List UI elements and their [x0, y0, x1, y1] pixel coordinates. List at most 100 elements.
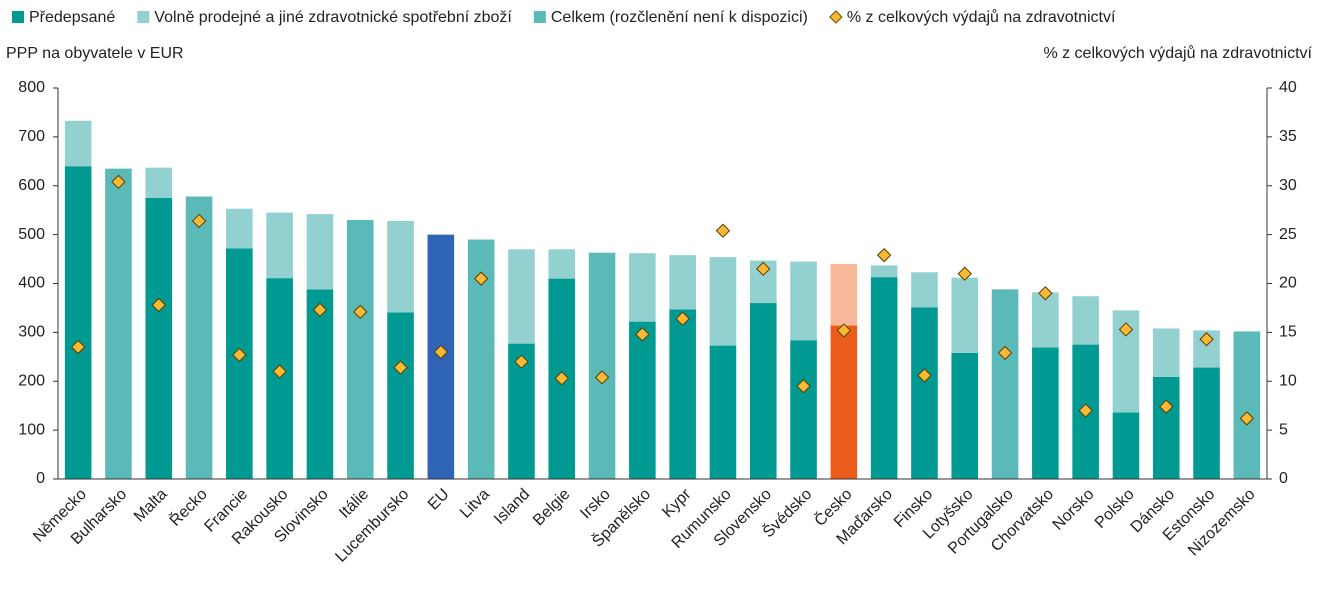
point [997, 345, 1013, 361]
x-tick-label: Lucembursko [332, 486, 412, 566]
legend-swatch [137, 11, 150, 23]
bar [145, 197, 173, 479]
point [272, 364, 287, 379]
y2-axis-title: % z celkových výdajů na zdravotnictví [1043, 44, 1312, 62]
y2-tick-label: 0 [1279, 470, 1288, 487]
bar [709, 345, 737, 479]
x-tick-label: Kypr [659, 485, 695, 521]
x-tick-label: Litva [457, 486, 493, 522]
point [957, 266, 972, 281]
bar [911, 272, 938, 308]
point [594, 370, 610, 385]
bar [145, 167, 173, 198]
legend-swatch [12, 11, 24, 23]
bar [64, 120, 92, 167]
bar [346, 219, 374, 479]
legend-marker [829, 10, 843, 24]
y2-tick-label: 20 [1279, 275, 1297, 292]
bar [1152, 376, 1180, 479]
legend-label: Předepsané [29, 9, 115, 26]
point [312, 302, 328, 318]
point [514, 354, 529, 369]
point [191, 213, 207, 229]
bar [387, 312, 414, 479]
bar [226, 208, 253, 249]
point [433, 344, 449, 360]
y-tick-label: 400 [18, 275, 45, 292]
bar [64, 166, 92, 479]
bar [790, 261, 817, 341]
legend-label: Celkem (rozčlenění není k dispozici) [551, 9, 808, 26]
bar [306, 289, 334, 479]
y2-tick-label: 35 [1279, 128, 1297, 145]
bar [629, 321, 656, 479]
bar [1193, 367, 1220, 479]
bar [1072, 296, 1099, 345]
point [1199, 332, 1214, 347]
point [1078, 403, 1093, 418]
point [70, 339, 86, 355]
bar [105, 168, 132, 480]
point [111, 174, 126, 190]
point [232, 347, 247, 363]
y2-tick-label: 30 [1279, 177, 1297, 194]
y-tick-label: 200 [18, 372, 45, 389]
point [836, 323, 852, 338]
bar [1112, 412, 1140, 479]
bar [1233, 331, 1261, 479]
point [1239, 411, 1255, 426]
y-tick-label: 500 [18, 226, 45, 243]
bar [951, 277, 979, 353]
point [393, 360, 408, 375]
x-tick-label: Malta [131, 486, 171, 526]
bar [749, 303, 777, 479]
bar [669, 255, 696, 310]
point [473, 271, 489, 286]
bar [629, 253, 656, 322]
y-tick-label: 100 [18, 421, 45, 438]
y2-tick-label: 10 [1279, 372, 1297, 389]
point [353, 304, 368, 320]
point [796, 378, 811, 394]
point [635, 327, 650, 342]
bar [911, 307, 938, 479]
bar [1032, 347, 1059, 479]
bar [1032, 292, 1059, 348]
bar [266, 212, 293, 279]
bar [870, 265, 898, 278]
bar [588, 252, 616, 479]
point [675, 311, 690, 326]
bar [951, 352, 979, 479]
bar [387, 220, 414, 313]
x-tick-label: EU [425, 486, 453, 514]
bar [790, 340, 817, 479]
bar [709, 257, 737, 346]
legend-swatch [533, 11, 546, 23]
bar [1152, 328, 1180, 377]
point [1159, 399, 1174, 414]
y-tick-label: 600 [18, 177, 45, 194]
point [554, 371, 569, 386]
point [1038, 286, 1053, 301]
legend-label: Volně prodejné a jiné zdravotnické spotř… [154, 9, 512, 26]
bar [830, 263, 858, 326]
x-tick-label: Itálie [336, 486, 372, 522]
point [715, 223, 731, 238]
y-tick-label: 700 [18, 128, 45, 145]
bar [548, 249, 576, 279]
legend-label: % z celkových výdajů na zdravotnictví [847, 8, 1116, 26]
bar [669, 309, 696, 479]
y-tick-label: 800 [18, 79, 45, 96]
bar [870, 277, 898, 479]
point [151, 297, 166, 313]
bar [508, 249, 535, 344]
y2-tick-label: 40 [1279, 79, 1297, 96]
bar [226, 248, 253, 479]
y-tick-label: 300 [18, 324, 45, 341]
y2-tick-label: 25 [1279, 226, 1297, 243]
point [917, 368, 932, 383]
y2-tick-label: 5 [1279, 421, 1288, 438]
x-tick-label: Norsko [1050, 486, 1098, 534]
bar [306, 214, 334, 290]
